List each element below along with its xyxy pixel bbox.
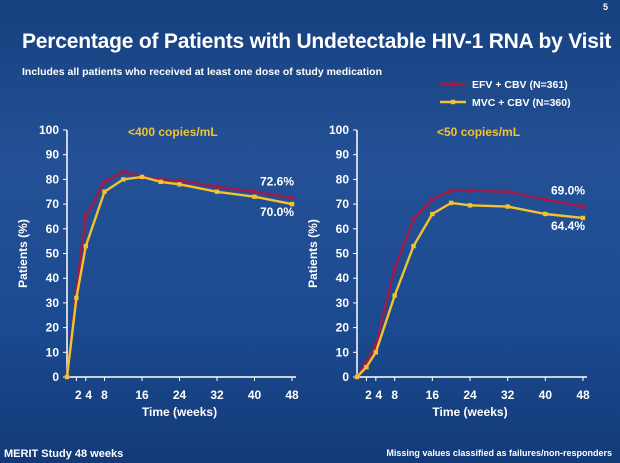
legend-mvc-swatch-marker bbox=[450, 99, 456, 105]
panel2-y-tick-label: 70 bbox=[336, 197, 350, 211]
panel1-series-mvc-line bbox=[65, 175, 293, 378]
panel1-series-efv-point bbox=[289, 195, 295, 201]
footer-study-name: MERIT Study 48 weeks bbox=[4, 448, 124, 460]
panel2-y-tick-label: 90 bbox=[336, 148, 350, 162]
panel2-series-mvc-point bbox=[364, 364, 369, 370]
panel1-y-tick-label: 90 bbox=[46, 148, 60, 162]
panel1-series-mvc-point bbox=[214, 189, 220, 194]
panel2-y-tick-label: 100 bbox=[329, 123, 349, 137]
panel1-series-efv-point bbox=[214, 184, 220, 190]
panel2-y-tick-label: 40 bbox=[336, 271, 350, 285]
panel2-series-mvc-end-label: 64.4% bbox=[551, 219, 585, 233]
panel1-x-tick-label: 32 bbox=[210, 388, 224, 402]
panel2-y-tick-label: 30 bbox=[336, 296, 350, 310]
panel2-series-mvc-point bbox=[505, 204, 510, 209]
panel1-x-tick-label: 2 bbox=[75, 388, 82, 402]
panel1-series-mvc-point bbox=[102, 189, 107, 194]
panel1-series-mvc-point bbox=[252, 194, 257, 199]
panel2-title: <50 copies/mL bbox=[437, 125, 520, 139]
panel1-series-mvc-point bbox=[139, 174, 145, 180]
panel2-x-tick-label: 16 bbox=[426, 388, 440, 402]
legend-efv-swatch-marker bbox=[450, 81, 456, 87]
panel1-x-tick-label: 24 bbox=[173, 388, 187, 402]
panel2-series-mvc-point bbox=[543, 211, 548, 217]
panel2-series-mvc-point bbox=[411, 243, 416, 249]
panel2-series-efv-point bbox=[411, 216, 416, 222]
panel1-series-efv-point bbox=[177, 178, 182, 184]
panel1-series-efv-point bbox=[102, 179, 107, 185]
panel1-series-mvc-point bbox=[177, 182, 182, 187]
panel1-y-tick-label: 10 bbox=[46, 345, 60, 359]
panel2-series-mvc-point bbox=[430, 211, 435, 217]
panel2-series-mvc-point bbox=[448, 200, 454, 206]
panel1-x-axis-title: Time (weeks) bbox=[142, 405, 217, 419]
panel1-y-tick-label: 60 bbox=[46, 222, 60, 236]
panel1-series-mvc-point bbox=[74, 295, 79, 301]
panel1-y-tick-label: 80 bbox=[46, 172, 60, 186]
panel2-x-tick-label: 32 bbox=[501, 388, 515, 402]
panel1-y-tick-label: 30 bbox=[46, 296, 60, 310]
panel2-series-mvc-line bbox=[356, 201, 584, 378]
panel1-series-efv-point bbox=[252, 189, 257, 195]
panel1-y-tick-label: 70 bbox=[46, 197, 60, 211]
panel1-y-axis-title: Patients (%) bbox=[16, 219, 30, 288]
panel1-series-mvc-point bbox=[83, 243, 88, 249]
panel2-y-tick-label: 10 bbox=[336, 345, 350, 359]
panel1-series-efv-point bbox=[83, 214, 89, 219]
panel2-x-tick-label: 8 bbox=[391, 388, 398, 402]
panel1-y-tick-label: 40 bbox=[46, 271, 60, 285]
panel1-y-tick-label: 0 bbox=[52, 370, 59, 384]
panel2-series-efv-point bbox=[542, 196, 548, 202]
panel2-series-mvc-point bbox=[467, 203, 473, 208]
panel2-x-axis-title: Time (weeks) bbox=[432, 405, 507, 419]
slide-number: 5 bbox=[602, 2, 608, 12]
panel2-x-tick-label: 4 bbox=[375, 388, 382, 402]
panel1-y-tick-label: 50 bbox=[46, 247, 60, 261]
panel2-x-tick-label: 24 bbox=[463, 388, 477, 402]
panel1-title: <400 copies/mL bbox=[128, 125, 218, 139]
panel1-series-mvc-point bbox=[64, 374, 70, 380]
panel2-series-mvc-point bbox=[580, 215, 586, 221]
panel2-y-tick-label: 60 bbox=[336, 222, 350, 236]
legend-mvc-label: MVC + CBV (N=360) bbox=[472, 97, 571, 109]
panel2-series-efv-point bbox=[505, 189, 511, 195]
panel2-y-tick-label: 20 bbox=[336, 321, 350, 335]
panel2-x-tick-label: 40 bbox=[539, 388, 553, 402]
panel2-series-efv-line bbox=[355, 189, 584, 378]
panel1-series-mvc-end-label: 70.0% bbox=[260, 205, 294, 219]
panel1-series-mvc-point bbox=[158, 179, 163, 185]
panel1-x-tick-label: 48 bbox=[285, 388, 299, 402]
panel1-y-tick-label: 100 bbox=[39, 123, 59, 137]
slide-title: Percentage of Patients with Undetectable… bbox=[22, 30, 612, 53]
panel2-series-efv-end-label: 69.0% bbox=[551, 184, 585, 198]
panel2-series-mvc-point bbox=[392, 293, 397, 298]
panel2-y-tick-label: 0 bbox=[342, 370, 349, 384]
panel2-y-tick-label: 80 bbox=[336, 172, 350, 186]
panel2-series-efv-point bbox=[429, 196, 435, 202]
footer-note: Missing values classified as failures/no… bbox=[386, 448, 612, 458]
legend-efv-label: EFV + CBV (N=361) bbox=[472, 79, 568, 91]
panel1-series-mvc-point bbox=[289, 201, 295, 207]
panel2-x-tick-label: 48 bbox=[576, 388, 590, 402]
panel2-x-tick-label: 2 bbox=[365, 388, 372, 402]
panel1-series-mvc-point bbox=[121, 177, 126, 182]
panel2-series-efv-point bbox=[467, 188, 473, 193]
panel1-x-tick-label: 4 bbox=[85, 388, 92, 402]
panel2-series-mvc-point bbox=[354, 374, 360, 380]
panel1-y-tick-label: 20 bbox=[46, 321, 60, 335]
panel1-x-tick-label: 40 bbox=[248, 388, 262, 402]
panel2-series-efv-point bbox=[448, 188, 454, 193]
panel2-series-efv-point bbox=[580, 204, 586, 209]
panel1-series-efv-point bbox=[120, 169, 126, 175]
panel1-x-tick-label: 16 bbox=[135, 388, 149, 402]
panel2-series-mvc-point bbox=[373, 350, 379, 355]
panel2-y-axis-title: Patients (%) bbox=[306, 219, 320, 288]
panel1-x-tick-label: 8 bbox=[101, 388, 108, 402]
panel2-series-efv-point bbox=[392, 265, 398, 271]
panel1-series-efv-end-label: 72.6% bbox=[260, 175, 294, 189]
panel2-y-tick-label: 50 bbox=[336, 247, 350, 261]
slide-subtitle: Includes all patients who received at le… bbox=[22, 66, 383, 78]
